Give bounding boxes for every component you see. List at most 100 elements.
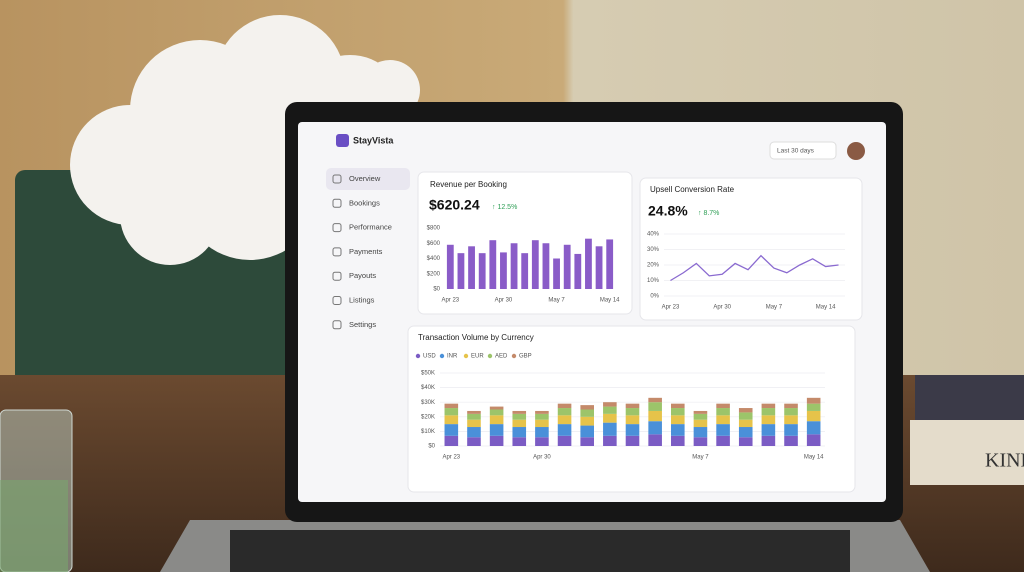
card-title: Revenue per Booking [430, 180, 507, 189]
x-tick-label: May 14 [816, 305, 836, 311]
bar-segment [784, 435, 798, 446]
bar-segment [738, 408, 753, 413]
bar-segment [512, 413, 527, 420]
y-tick-label: $20K [421, 414, 435, 420]
bar-segment [489, 424, 504, 436]
bar-segment [467, 437, 481, 446]
x-tick-label: May 7 [548, 298, 565, 304]
x-tick-label: Apr 23 [441, 298, 459, 304]
avatar[interactable] [847, 142, 865, 160]
bar-segment [489, 406, 504, 410]
y-tick-label: $30K [421, 400, 435, 406]
bar-segment [444, 415, 459, 425]
legend-label: GBP [519, 354, 532, 360]
glass-water [0, 480, 68, 572]
bar-segment [761, 415, 776, 425]
nav-icon [332, 174, 342, 184]
bar-segment [512, 419, 527, 428]
bar [606, 239, 614, 289]
bar-segment [693, 413, 708, 420]
bar-segment [738, 437, 753, 446]
bar [500, 252, 507, 289]
bar-segment [557, 424, 572, 436]
bar-segment [580, 405, 594, 410]
bar-segment [806, 397, 821, 404]
y-tick-label: 20% [647, 263, 660, 269]
bar-segment [580, 437, 594, 446]
y-tick-label: $200 [427, 271, 441, 277]
bar-segment [648, 410, 662, 422]
bar-segment [806, 403, 821, 411]
date-range-select[interactable] [769, 141, 837, 160]
bar-segment [784, 408, 798, 416]
nav-icon [332, 223, 342, 233]
bar-segment [580, 425, 594, 438]
nav-active [326, 168, 410, 190]
bar-segment [603, 406, 617, 414]
bar-segment [693, 427, 708, 438]
kpi-value: 24.8% [648, 203, 688, 219]
bar-segment [603, 413, 617, 423]
bar-segment [625, 408, 640, 416]
card [639, 177, 863, 321]
bar-segment [693, 437, 708, 446]
card-title: Transaction Volume by Currency [418, 333, 534, 342]
bar [563, 244, 571, 289]
nav-item: Listings [349, 295, 375, 304]
bar-segment [671, 408, 685, 416]
bar-segment [603, 435, 617, 446]
y-tick-label: $10K [421, 429, 435, 435]
bar-segment [693, 419, 708, 428]
bar-segment [671, 415, 685, 425]
bar-segment [716, 435, 730, 446]
bar-segment [625, 424, 640, 436]
nav-icon [332, 320, 342, 330]
bar-segment [444, 435, 459, 446]
x-tick-label: Apr 30 [713, 305, 731, 311]
nav-item: Payments [349, 247, 383, 256]
bar-segment [467, 413, 481, 420]
kpi-change: ↑ 12.5% [492, 204, 517, 211]
nav-icon [332, 198, 342, 208]
bar-segment [806, 434, 821, 446]
bar-segment [467, 419, 481, 428]
nav-icon [332, 247, 342, 257]
bar-segment [557, 408, 572, 416]
book [915, 375, 1024, 425]
bar-segment [648, 421, 662, 435]
date-range: Last 30 days [777, 148, 815, 155]
line [670, 254, 839, 282]
x-tick-label: May 14 [804, 455, 824, 461]
x-tick-label: Apr 23 [442, 455, 460, 461]
bar-segment [761, 424, 776, 436]
bar [478, 253, 486, 289]
bar-segment [761, 408, 776, 416]
bar-segment [761, 403, 776, 409]
bar [531, 240, 539, 289]
x-tick-label: May 14 [600, 298, 620, 304]
bar-segment [603, 422, 617, 436]
bar [457, 253, 465, 289]
bar-segment [784, 403, 798, 409]
bar-segment [444, 424, 459, 436]
bar-segment [716, 408, 730, 416]
bar-segment [489, 409, 504, 416]
y-tick-label: 30% [647, 247, 660, 253]
kpi-value: $620.24 [429, 197, 480, 213]
y-tick-label: $0 [433, 287, 440, 293]
bar [468, 246, 475, 289]
bar-segment [489, 415, 504, 425]
bar [446, 244, 454, 289]
y-tick-label: $50K [421, 371, 435, 377]
x-tick-label: Apr 23 [662, 305, 680, 311]
bar-segment [557, 403, 572, 409]
bar [585, 238, 592, 289]
bar-segment [761, 435, 776, 446]
legend-swatch [487, 353, 493, 359]
bar-segment [535, 427, 549, 438]
y-tick-label: $40K [421, 385, 435, 391]
legend-label: EUR [471, 354, 484, 360]
y-tick-label: $0 [428, 444, 435, 450]
y-tick-label: 0% [650, 294, 659, 300]
